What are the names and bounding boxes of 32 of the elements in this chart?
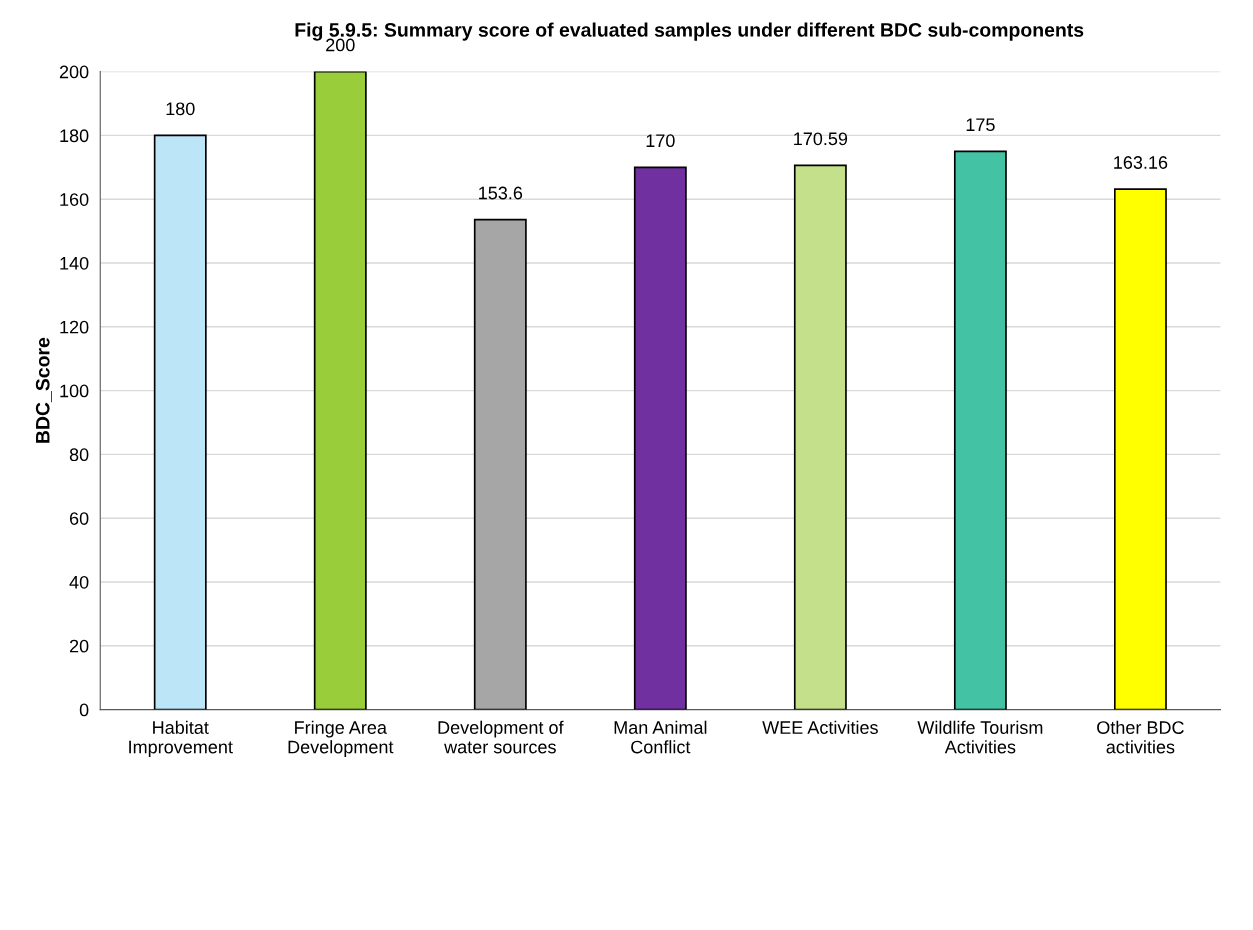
y-tick-label: 180	[60, 129, 89, 143]
data-label: 170.59	[794, 132, 848, 146]
x-tick-label: Wildlife Tourism Activities	[917, 720, 1043, 754]
y-tick-label: 200	[59, 65, 89, 79]
y-tick-label: 60	[69, 512, 89, 525]
y-tick-label: 120	[60, 320, 89, 334]
y-tick-label: 160	[60, 193, 89, 206]
y-tick-label: 100	[60, 384, 89, 398]
data-label: 170	[646, 134, 675, 148]
y-axis-title: BDC_Score	[35, 337, 52, 443]
bar	[1113, 188, 1167, 710]
bar	[153, 134, 207, 710]
x-tick-label: Man Animal Conflict	[614, 720, 707, 754]
x-tick-label: Habitat Improvement	[129, 720, 233, 757]
y-tick-label: 80	[69, 448, 89, 462]
bar	[313, 71, 367, 710]
y-tick-label: 20	[69, 639, 89, 653]
bar	[633, 166, 687, 710]
bar	[473, 218, 527, 710]
x-tick-label: WEE Activities	[762, 720, 878, 734]
y-tick-label: 140	[60, 256, 89, 270]
data-label: 163.16	[1114, 156, 1168, 169]
data-label: 175	[966, 118, 995, 132]
x-tick-label: Other BDC activities	[1097, 720, 1184, 754]
data-label: 153.6	[479, 186, 523, 200]
data-label: 180	[166, 102, 195, 116]
bar	[953, 150, 1007, 710]
x-tick-label: Development of water sources	[438, 720, 564, 754]
x-tick-label: Fringe Area Development	[288, 720, 394, 757]
y-tick-label: 0	[79, 703, 89, 717]
y-tick-label: 40	[69, 575, 89, 589]
bar	[793, 164, 847, 710]
